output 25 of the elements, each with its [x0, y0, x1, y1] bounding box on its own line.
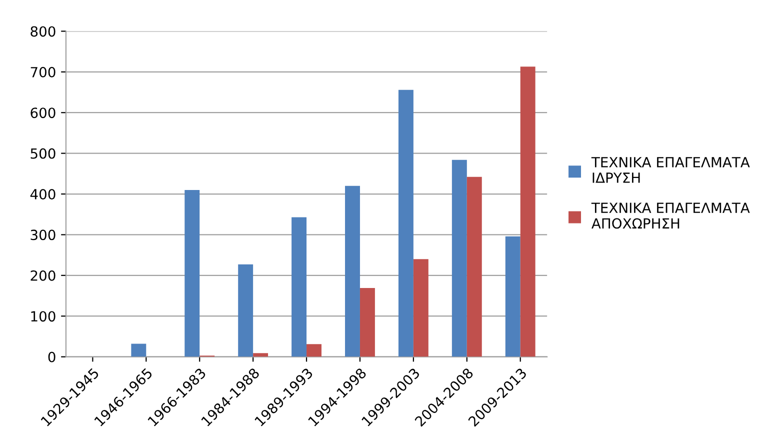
bar — [398, 90, 414, 357]
y-tick-label: 700 — [30, 66, 56, 78]
y-tick-label: 500 — [30, 148, 56, 159]
y-tick-label: 600 — [30, 108, 56, 118]
legend-label: ΤΕΧΝΙΚΑ ΕΠΑΓΕΛΜΑΤΑ ΙΔΡΥΣΗ — [591, 157, 750, 183]
bar — [413, 259, 428, 357]
y-tick-label: 100 — [31, 311, 56, 322]
bar — [452, 160, 467, 357]
bar — [253, 353, 268, 357]
bar — [238, 264, 254, 357]
bar — [292, 217, 307, 357]
y-tick-label: 0 — [48, 352, 56, 362]
y-tick-label: 300 — [30, 230, 56, 240]
legend-label: ΤΕΧΝΙΚΑ ΕΠΑΓΕΛΜΑΤΑ ΑΠΟΧΩΡΗΣΗ — [591, 202, 750, 229]
bar — [505, 236, 520, 357]
bar — [520, 66, 536, 357]
bar — [131, 344, 146, 357]
y-tick-label: 800 — [30, 26, 56, 37]
y-tick-label: 400 — [30, 188, 56, 200]
bar — [184, 190, 200, 357]
bar — [360, 288, 375, 357]
bar — [466, 176, 482, 357]
bar — [306, 344, 322, 357]
y-tick-label: 200 — [30, 270, 56, 281]
bar — [345, 186, 360, 357]
